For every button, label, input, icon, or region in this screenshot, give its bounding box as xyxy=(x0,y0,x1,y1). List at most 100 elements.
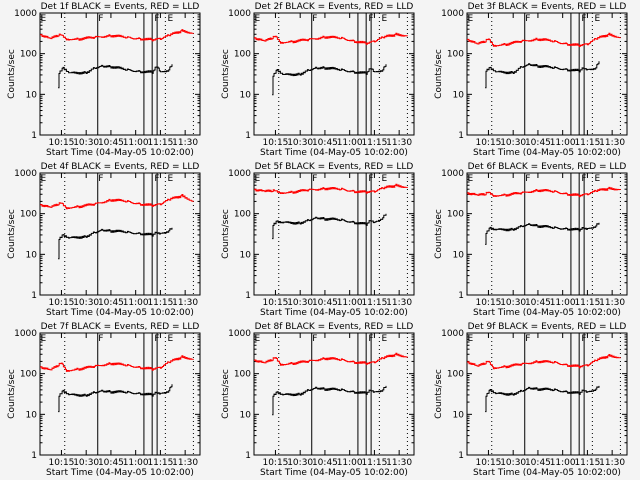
x-tick-label: 10:30 xyxy=(73,298,99,308)
marker-label: E xyxy=(468,174,474,184)
x-tick-label: 11:15 xyxy=(361,138,387,148)
y-tick-label: 10 xyxy=(453,410,465,420)
plot-title: Det 5f BLACK = Events, RED = LLD xyxy=(254,162,413,172)
plot-svg: Det 3f BLACK = Events, RED = LLD 1 10 100 10… xyxy=(434,2,628,158)
plot-title: Det 9f BLACK = Events, RED = LLD xyxy=(468,322,627,332)
plot-frame xyxy=(39,332,201,456)
plot-frame xyxy=(466,12,628,136)
x-tick-label: 10:45 xyxy=(525,138,551,148)
y-tick-label: 100 xyxy=(447,370,464,380)
y-tick-label: 1000 xyxy=(14,9,37,19)
lld-series-line xyxy=(467,186,621,198)
plot-svg: Det 1f BLACK = Events, RED = LLD 1 10 100 10… xyxy=(7,2,201,158)
y-tick-label: 1 xyxy=(458,291,464,301)
x-axis-label: Start Time (04-May-05 10:02:00) xyxy=(260,308,408,318)
x-axis-label: Start Time (04-May-05 10:02:00) xyxy=(473,468,621,478)
marker-label: F xyxy=(581,334,586,344)
marker-label: F xyxy=(98,334,103,344)
marker-label: F xyxy=(525,334,530,344)
marker-label: E xyxy=(468,14,474,24)
y-tick-label: 100 xyxy=(233,50,250,60)
plot-frame xyxy=(253,172,414,296)
plot-svg: Det 4f BLACK = Events, RED = LLD 1 10 100 10… xyxy=(7,162,201,318)
x-tick-label: 10:30 xyxy=(73,138,99,148)
y-axis-label: Counts/sec xyxy=(7,369,17,419)
detector-panel-2: Det 2f BLACK = Events, RED = LLD 1 10 100 10… xyxy=(214,0,427,160)
lld-series-line xyxy=(467,32,621,47)
y-tick-label: 100 xyxy=(20,210,37,220)
x-tick-label: 11:00 xyxy=(550,138,576,148)
x-tick-label: 11:00 xyxy=(123,138,149,148)
lld-series-line xyxy=(40,194,194,210)
y-tick-label: 10 xyxy=(453,250,465,260)
x-tick-label: 10:45 xyxy=(98,458,124,468)
plot-svg: Det 8f BLACK = Events, RED = LLD 1 10 100 10… xyxy=(221,322,414,478)
y-tick-label: 1000 xyxy=(228,169,251,179)
x-axis-label: Start Time (04-May-05 10:02:00) xyxy=(46,148,194,158)
y-tick-label: 1 xyxy=(245,131,251,141)
x-tick-label: 10:45 xyxy=(98,138,124,148)
x-tick-label: 10:30 xyxy=(500,458,526,468)
events-series-line xyxy=(485,385,600,413)
x-tick-label: 11:00 xyxy=(336,298,362,308)
marker-label: E xyxy=(41,334,47,344)
events-series-line xyxy=(58,384,173,413)
marker-label: E xyxy=(168,334,174,344)
x-tick-label: 11:30 xyxy=(599,138,625,148)
x-tick-label: 11:00 xyxy=(336,458,362,468)
marker-label: E xyxy=(41,174,47,184)
marker-label: F xyxy=(98,174,103,184)
marker-label: F xyxy=(154,174,159,184)
y-tick-label: 1000 xyxy=(228,9,251,19)
x-tick-label: 10:30 xyxy=(500,298,526,308)
y-axis-label: Counts/sec xyxy=(434,49,444,99)
marker-label: E xyxy=(254,174,260,184)
y-axis-label: Counts/sec xyxy=(221,49,231,99)
detector-panel-7: Det 7f BLACK = Events, RED = LLD 1 10 100 10… xyxy=(0,320,213,480)
y-tick-label: 1000 xyxy=(228,329,251,339)
x-axis-label: Start Time (04-May-05 10:02:00) xyxy=(260,468,408,478)
events-series-line xyxy=(271,213,386,240)
plot-frame xyxy=(253,332,414,456)
x-tick-label: 10:45 xyxy=(98,298,124,308)
marker-label: F xyxy=(581,14,586,24)
plot-svg: Det 6f BLACK = Events, RED = LLD 1 10 100 10… xyxy=(434,162,628,318)
x-tick-label: 11:00 xyxy=(123,298,149,308)
y-tick-label: 100 xyxy=(447,50,464,60)
y-tick-label: 10 xyxy=(26,90,38,100)
events-series-line xyxy=(271,385,386,416)
plot-title: Det 4f BLACK = Events, RED = LLD xyxy=(41,162,200,172)
y-tick-label: 1 xyxy=(458,131,464,141)
x-tick-label: 10:15 xyxy=(475,458,501,468)
x-tick-label: 11:30 xyxy=(386,138,412,148)
x-axis-label: Start Time (04-May-05 10:02:00) xyxy=(473,308,621,318)
marker-label: F xyxy=(98,14,103,24)
marker-label: F xyxy=(312,14,317,24)
marker-label: E xyxy=(168,174,174,184)
marker-label: F xyxy=(312,174,317,184)
y-tick-label: 1 xyxy=(31,451,37,461)
y-tick-label: 1 xyxy=(31,291,37,301)
x-axis-label: Start Time (04-May-05 10:02:00) xyxy=(46,308,194,318)
marker-label: E xyxy=(468,334,474,344)
y-tick-label: 1 xyxy=(245,291,251,301)
x-tick-label: 11:15 xyxy=(147,298,173,308)
x-tick-label: 11:30 xyxy=(599,298,625,308)
x-tick-label: 11:00 xyxy=(550,458,576,468)
marker-label: F xyxy=(581,174,586,184)
plot-frame xyxy=(39,12,201,136)
x-tick-label: 11:15 xyxy=(147,458,173,468)
x-tick-label: 11:30 xyxy=(599,458,625,468)
y-tick-label: 10 xyxy=(453,90,465,100)
detector-panel-9: Det 9f BLACK = Events, RED = LLD 1 10 100 10… xyxy=(427,320,640,480)
plot-svg: Det 2f BLACK = Events, RED = LLD 1 10 100 10… xyxy=(221,2,414,158)
lld-series-line xyxy=(40,355,194,372)
x-tick-label: 11:30 xyxy=(172,458,198,468)
x-tick-label: 10:15 xyxy=(262,298,288,308)
plot-title: Det 1f BLACK = Events, RED = LLD xyxy=(41,2,200,12)
marker-label: F xyxy=(525,174,530,184)
lld-series-line xyxy=(253,32,408,45)
x-axis-label: Start Time (04-May-05 10:02:00) xyxy=(46,468,194,478)
x-tick-label: 10:15 xyxy=(48,138,74,148)
